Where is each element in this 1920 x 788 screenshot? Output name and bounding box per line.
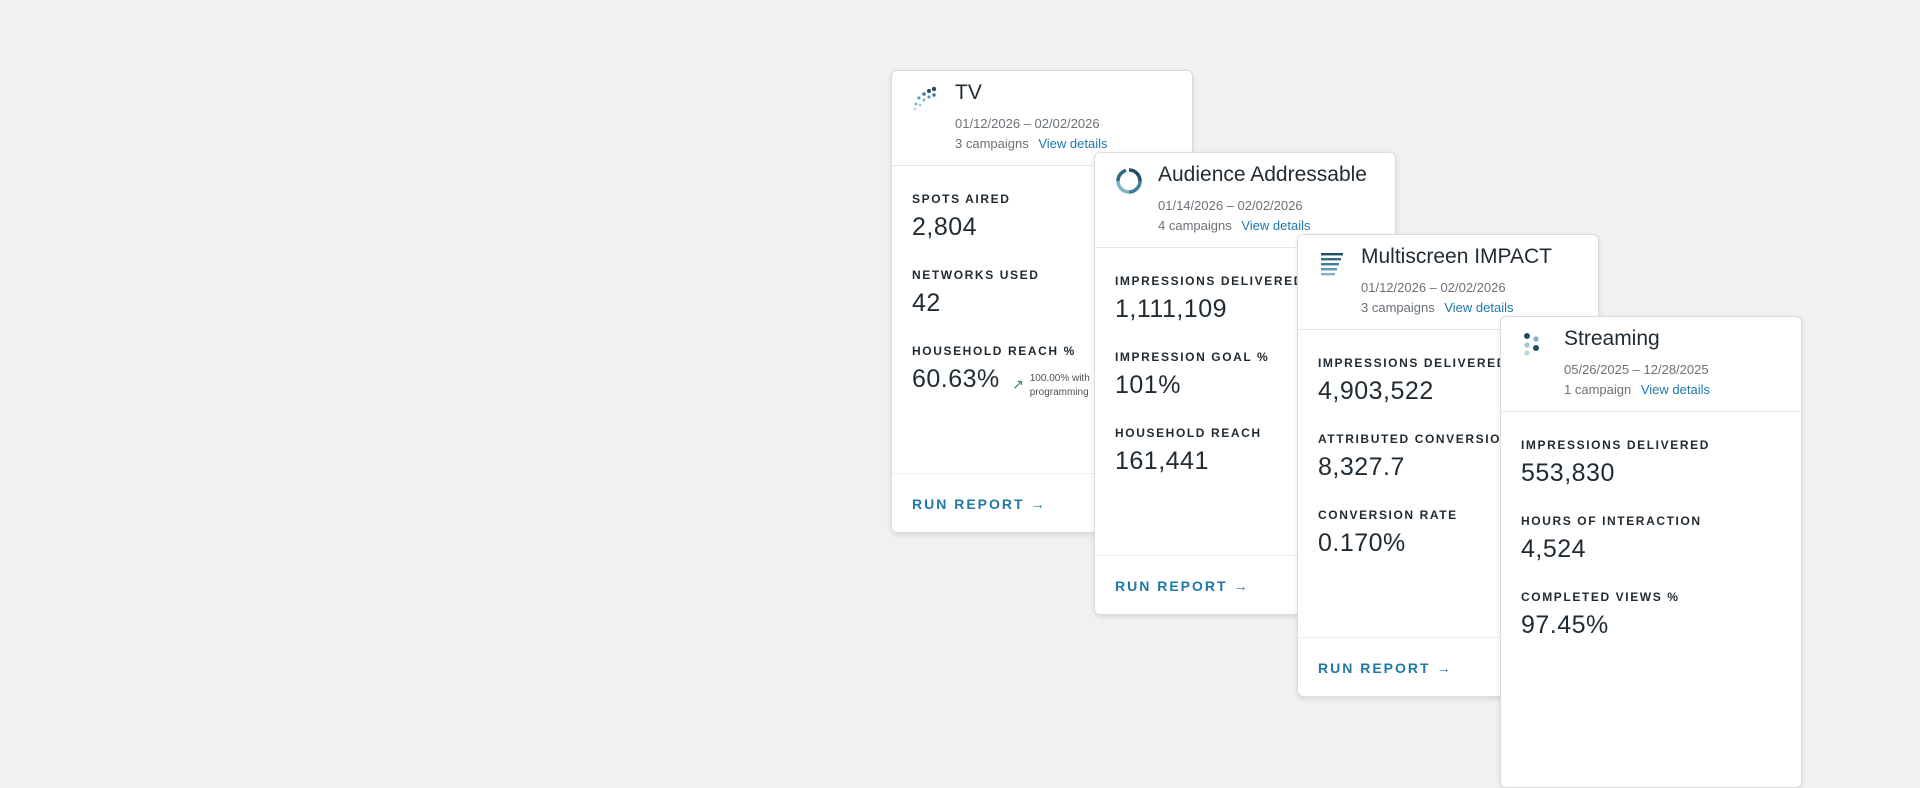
campaign-count: 3 campaigns <box>1361 300 1435 315</box>
card-header: Multiscreen IMPACT 01/12/2026 – 02/02/20… <box>1298 235 1598 330</box>
divider <box>1095 555 1395 556</box>
campaign-count-row: 1 campaign View details <box>1564 382 1710 397</box>
divider <box>1298 637 1598 638</box>
campaign-count-row: 3 campaigns View details <box>1361 300 1513 315</box>
trend-text: 100.00% with programming <box>1030 372 1090 400</box>
streaming-card: Streaming 05/26/2025 – 12/28/2025 1 camp… <box>1500 316 1802 788</box>
run-report-button[interactable]: RUN REPORT → <box>1318 660 1453 676</box>
run-report-button[interactable]: RUN REPORT → <box>1115 578 1250 594</box>
dots-spread-icon <box>913 86 937 111</box>
metric-label: SPOTS AIRED <box>912 192 1011 206</box>
card-title: Streaming <box>1564 327 1660 350</box>
metric-label: IMPRESSIONS DELIVERED <box>1115 274 1304 288</box>
metric-label: HOUSEHOLD REACH <box>1115 426 1262 440</box>
metric-value: 60.63% <box>912 365 1000 393</box>
date-range: 01/12/2026 – 02/02/2026 <box>955 116 1100 131</box>
metric-value: 161,441 <box>1115 447 1209 475</box>
card-metrics: IMPRESSIONS DELIVERED 553,830 HOURS OF I… <box>1501 412 1801 654</box>
view-details-link[interactable]: View details <box>1640 382 1710 397</box>
metric: HOURS OF INTERACTION 4,524 <box>1521 514 1801 578</box>
card-metrics: IMPRESSIONS DELIVERED 1,111,109 IMPRESSI… <box>1095 248 1395 490</box>
card-header: Streaming 05/26/2025 – 12/28/2025 1 camp… <box>1501 317 1801 412</box>
card-header: TV 01/12/2026 – 02/02/2026 3 campaigns V… <box>892 71 1192 166</box>
metric-value: 4,903,522 <box>1318 377 1434 405</box>
card-title: TV <box>955 81 982 104</box>
arrow-right-icon: → <box>1436 660 1453 676</box>
metric: NETWORKS USED 42 <box>912 268 1192 332</box>
card-metrics: IMPRESSIONS DELIVERED 4,903,522 ATTRIBUT… <box>1298 330 1598 572</box>
trend-indicator: ↗ 100.00% with programming <box>1012 372 1090 400</box>
metric-label: IMPRESSION GOAL % <box>1115 350 1270 364</box>
metric: IMPRESSION GOAL % 101% <box>1115 350 1395 414</box>
dots-cluster-icon <box>1524 333 1539 356</box>
arrow-right-icon: → <box>1233 578 1250 594</box>
metric-label: COMPLETED VIEWS % <box>1521 590 1680 604</box>
metric: HOUSEHOLD REACH % 60.63% ↗ 100.00% with … <box>912 344 1192 408</box>
trend-up-icon: ↗ <box>1012 376 1024 392</box>
metric: IMPRESSIONS DELIVERED 1,111,109 <box>1115 274 1395 338</box>
metric-value: 42 <box>912 289 941 317</box>
metric: CONVERSION RATE 0.170% <box>1318 508 1598 572</box>
metric-label: NETWORKS USED <box>912 268 1040 282</box>
campaign-count: 1 campaign <box>1564 382 1632 397</box>
metric: HOUSEHOLD REACH 161,441 <box>1115 426 1395 490</box>
trend-text-line: programming <box>1029 387 1089 398</box>
metric-value: 0.170% <box>1318 529 1406 557</box>
metric-label: ATTRIBUTED CONVERSIONS <box>1318 432 1521 446</box>
metric-label: IMPRESSIONS DELIVERED <box>1521 438 1710 452</box>
metric-value: 97.45% <box>1521 611 1609 639</box>
date-range: 01/12/2026 – 02/02/2026 <box>1361 280 1506 295</box>
campaign-count-row: 4 campaigns View details <box>1158 218 1310 233</box>
metric-label: CONVERSION RATE <box>1318 508 1458 522</box>
campaign-count: 4 campaigns <box>1158 218 1232 233</box>
metric-value: 8,327.7 <box>1318 453 1405 481</box>
metric: IMPRESSIONS DELIVERED 4,903,522 <box>1318 356 1598 420</box>
view-details-link[interactable]: View details <box>1444 300 1514 315</box>
view-details-link[interactable]: View details <box>1241 218 1311 233</box>
run-report-label: RUN REPORT <box>1318 660 1431 676</box>
card-metrics: SPOTS AIRED 2,804 NETWORKS USED 42 HOUSE… <box>892 166 1192 408</box>
view-details-link[interactable]: View details <box>1038 136 1108 151</box>
metric: ATTRIBUTED CONVERSIONS 8,327.7 <box>1318 432 1598 496</box>
card-title: Audience Addressable <box>1158 163 1367 186</box>
run-report-label: RUN REPORT <box>1115 578 1228 594</box>
campaign-count-row: 3 campaigns View details <box>955 136 1107 151</box>
trend-text-line: 100.00% with <box>1029 373 1090 384</box>
metric-value: 4,524 <box>1521 535 1587 563</box>
metric-label: HOURS OF INTERACTION <box>1521 514 1702 528</box>
metric-value: 1,111,109 <box>1115 295 1228 323</box>
run-report-button[interactable]: RUN REPORT → <box>912 496 1047 512</box>
metric: IMPRESSIONS DELIVERED 553,830 <box>1521 438 1801 502</box>
arrow-right-icon: → <box>1030 496 1047 512</box>
metric-value: 2,804 <box>912 213 978 241</box>
metric-label: IMPRESSIONS DELIVERED <box>1318 356 1507 370</box>
date-range: 01/14/2026 – 02/02/2026 <box>1158 198 1303 213</box>
lines-icon <box>1321 253 1343 276</box>
metric-label: HOUSEHOLD REACH % <box>912 344 1076 358</box>
metric-value: 101% <box>1115 371 1181 399</box>
date-range: 05/26/2025 – 12/28/2025 <box>1564 362 1709 377</box>
run-report-label: RUN REPORT <box>912 496 1025 512</box>
card-title: Multiscreen IMPACT <box>1361 245 1552 268</box>
ring-icon <box>1116 168 1142 194</box>
metric: SPOTS AIRED 2,804 <box>912 192 1192 256</box>
divider <box>892 473 1192 474</box>
metric-value: 553,830 <box>1521 459 1615 487</box>
metric: COMPLETED VIEWS % 97.45% <box>1521 590 1801 654</box>
card-header: Audience Addressable 01/14/2026 – 02/02/… <box>1095 153 1395 248</box>
campaign-count: 3 campaigns <box>955 136 1029 151</box>
